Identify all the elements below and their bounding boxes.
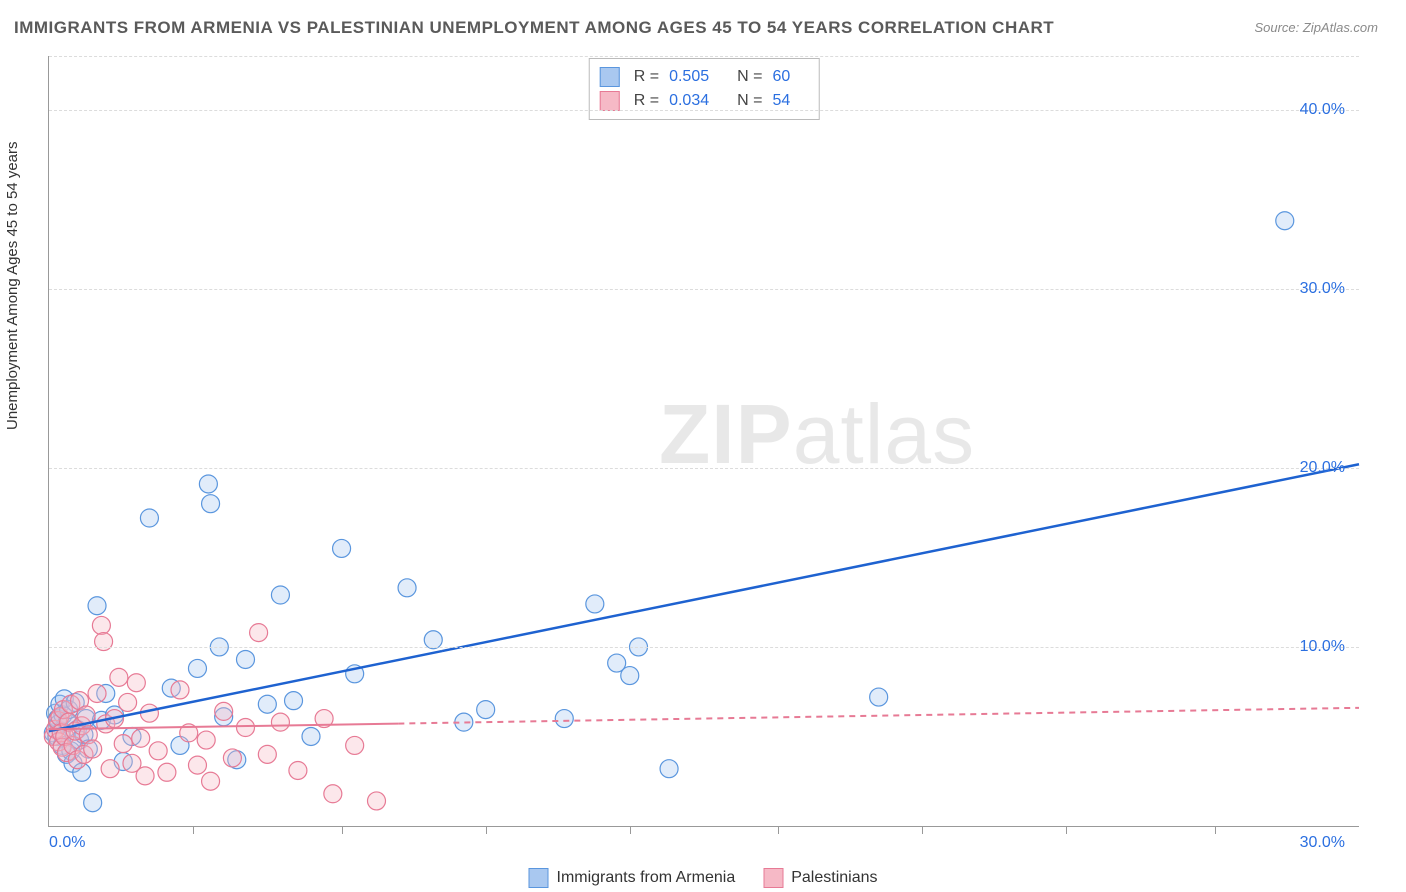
y-axis-label: Unemployment Among Ages 45 to 54 years: [4, 141, 21, 430]
legend-series-label: Palestinians: [791, 869, 877, 887]
plot-area: ZIPatlas R =0.505N =60R =0.034N =54 10.0…: [48, 56, 1359, 827]
scatter-point: [660, 760, 678, 778]
scatter-point: [258, 745, 276, 763]
scatter-point: [140, 509, 158, 527]
scatter-point: [398, 579, 416, 597]
trend-line: [398, 708, 1359, 724]
scatter-point: [477, 701, 495, 719]
legend-swatch: [529, 868, 549, 888]
scatter-point: [1276, 212, 1294, 230]
scatter-point: [324, 785, 342, 803]
source-attribution: Source: ZipAtlas.com: [1254, 20, 1378, 35]
gridline: [49, 56, 1359, 57]
scatter-point: [132, 729, 150, 747]
scatter-point: [88, 684, 106, 702]
x-tick-label: 0.0%: [49, 834, 85, 852]
x-tick-label: 30.0%: [1300, 834, 1345, 852]
scatter-point: [101, 760, 119, 778]
r-value: 0.505: [669, 65, 709, 89]
n-label: N =: [737, 65, 762, 89]
scatter-point: [237, 650, 255, 668]
legend-series-label: Immigrants from Armenia: [557, 869, 736, 887]
gridline: [49, 647, 1359, 648]
x-tick: [486, 826, 487, 834]
scatter-point: [114, 735, 132, 753]
legend-swatch: [600, 67, 620, 87]
scatter-point: [136, 767, 154, 785]
scatter-point: [188, 659, 206, 677]
r-label: R =: [634, 65, 659, 89]
scatter-point: [110, 668, 128, 686]
trend-line: [442, 464, 1359, 651]
x-tick: [193, 826, 194, 834]
scatter-point: [92, 616, 110, 634]
y-tick-label: 20.0%: [1300, 459, 1345, 477]
scatter-point: [119, 693, 137, 711]
scatter-point: [368, 792, 386, 810]
scatter-point: [215, 702, 233, 720]
x-tick: [1066, 826, 1067, 834]
gridline: [49, 110, 1359, 111]
x-tick: [630, 826, 631, 834]
y-tick-label: 30.0%: [1300, 280, 1345, 298]
scatter-point: [285, 692, 303, 710]
x-tick: [1215, 826, 1216, 834]
chart-title: IMMIGRANTS FROM ARMENIA VS PALESTINIAN U…: [14, 18, 1054, 38]
legend-swatch: [763, 868, 783, 888]
scatter-point: [250, 624, 268, 642]
legend-series-item: Immigrants from Armenia: [529, 868, 736, 888]
chart-svg: [49, 56, 1359, 826]
scatter-point: [621, 667, 639, 685]
scatter-point: [586, 595, 604, 613]
scatter-point: [84, 740, 102, 758]
scatter-point: [199, 475, 217, 493]
x-tick: [922, 826, 923, 834]
legend-swatch: [600, 91, 620, 111]
scatter-point: [258, 695, 276, 713]
scatter-point: [223, 749, 241, 767]
source-prefix: Source:: [1254, 20, 1302, 35]
scatter-point: [149, 742, 167, 760]
scatter-point: [555, 710, 573, 728]
scatter-point: [870, 688, 888, 706]
scatter-point: [202, 495, 220, 513]
legend-series: Immigrants from Armenia Palestinians: [529, 868, 878, 888]
y-tick-label: 40.0%: [1300, 101, 1345, 119]
scatter-point: [171, 681, 189, 699]
scatter-point: [302, 727, 320, 745]
scatter-point: [289, 761, 307, 779]
scatter-point: [346, 736, 364, 754]
scatter-point: [84, 794, 102, 812]
scatter-point: [271, 586, 289, 604]
legend-row: R = 0.505 N = 60: [600, 65, 805, 89]
x-tick: [778, 826, 779, 834]
scatter-point: [197, 731, 215, 749]
gridline: [49, 468, 1359, 469]
legend-series-item: Palestinians: [763, 868, 877, 888]
scatter-point: [127, 674, 145, 692]
scatter-point: [188, 756, 206, 774]
scatter-point: [271, 713, 289, 731]
scatter-point: [202, 772, 220, 790]
scatter-point: [88, 597, 106, 615]
n-value: 60: [772, 65, 790, 89]
source-name: ZipAtlas.com: [1303, 20, 1378, 35]
scatter-point: [333, 539, 351, 557]
gridline: [49, 289, 1359, 290]
scatter-point: [158, 763, 176, 781]
y-tick-label: 10.0%: [1300, 638, 1345, 656]
scatter-point: [237, 719, 255, 737]
x-tick: [342, 826, 343, 834]
